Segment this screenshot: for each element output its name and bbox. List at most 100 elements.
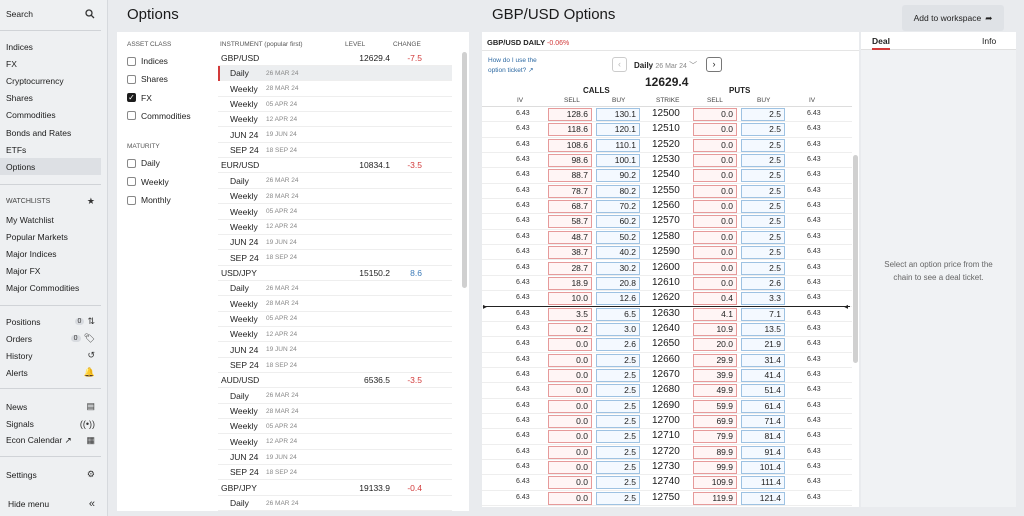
expiry-row[interactable]: JUN 24 19 JUN 24 bbox=[218, 235, 452, 251]
expiry-row[interactable]: JUN 24 19 JUN 24 bbox=[218, 343, 452, 358]
put-buy-price[interactable]: 2.5 bbox=[741, 261, 785, 275]
put-sell-price[interactable]: 0.0 bbox=[693, 108, 737, 121]
checkbox[interactable] bbox=[127, 195, 136, 205]
put-buy-price[interactable]: 2.5 bbox=[741, 184, 785, 198]
sidebar-item-orders[interactable]: Orders 0 🏷 bbox=[0, 330, 101, 347]
put-buy-price[interactable]: 21.9 bbox=[741, 338, 785, 352]
expiry-row[interactable]: SEP 24 18 SEP 24 bbox=[218, 143, 452, 159]
expiry-row[interactable]: SEP 24 18 SEP 24 bbox=[218, 358, 452, 373]
instrument-row[interactable]: AUD/USD 6536.5 -3.5 bbox=[218, 373, 452, 389]
put-buy-price[interactable]: 2.5 bbox=[741, 108, 785, 121]
call-sell-price[interactable]: 78.7 bbox=[548, 184, 592, 198]
call-buy-price[interactable]: 90.2 bbox=[596, 169, 640, 183]
call-sell-price[interactable]: 68.7 bbox=[548, 200, 592, 214]
call-buy-price[interactable]: 60.2 bbox=[596, 215, 640, 229]
search-button[interactable]: Search bbox=[0, 5, 101, 22]
sidebar-item-etfs[interactable]: ETFs bbox=[0, 141, 101, 158]
put-buy-price[interactable]: 61.4 bbox=[741, 399, 785, 413]
help-link[interactable]: How do I use the option ticket? ↗ bbox=[488, 57, 537, 74]
call-buy-price[interactable]: 2.5 bbox=[596, 353, 640, 367]
call-buy-price[interactable]: 2.5 bbox=[596, 399, 640, 413]
call-buy-price[interactable]: 2.5 bbox=[596, 461, 640, 475]
put-buy-price[interactable]: 81.4 bbox=[741, 430, 785, 444]
put-sell-price[interactable]: 0.0 bbox=[693, 169, 737, 183]
put-buy-price[interactable]: 2.5 bbox=[741, 230, 785, 244]
call-sell-price[interactable]: 0.0 bbox=[548, 338, 592, 352]
checkbox[interactable] bbox=[127, 111, 136, 121]
put-buy-price[interactable]: 31.4 bbox=[741, 353, 785, 367]
put-buy-price[interactable]: 2.5 bbox=[741, 123, 785, 137]
asset-filter-shares[interactable]: Shares bbox=[127, 74, 168, 84]
put-sell-price[interactable]: 20.0 bbox=[693, 338, 737, 352]
expiry-row[interactable]: Daily 26 MAR 24 bbox=[218, 66, 452, 82]
expiry-row[interactable]: Weekly 12 APR 24 bbox=[218, 327, 452, 343]
watchlist-item[interactable]: Major Indices bbox=[0, 245, 101, 262]
put-sell-price[interactable]: 0.0 bbox=[693, 184, 737, 198]
checkbox[interactable] bbox=[127, 56, 136, 66]
asset-filter-indices[interactable]: Indices bbox=[127, 56, 168, 66]
expiry-row[interactable]: Weekly 05 APR 24 bbox=[218, 419, 452, 435]
call-buy-price[interactable]: 50.2 bbox=[596, 230, 640, 244]
call-sell-price[interactable]: 58.7 bbox=[548, 215, 592, 229]
call-sell-price[interactable]: 3.5 bbox=[548, 307, 592, 321]
call-sell-price[interactable]: 88.7 bbox=[548, 169, 592, 183]
tab-deal[interactable]: Deal bbox=[872, 36, 890, 50]
put-buy-price[interactable]: 13.5 bbox=[741, 322, 785, 336]
watchlist-item[interactable]: Popular Markets bbox=[0, 228, 101, 245]
put-sell-price[interactable]: 0.0 bbox=[693, 230, 737, 244]
instrument-row[interactable]: EUR/USD 10834.1 -3.5 bbox=[218, 158, 452, 174]
expiry-row[interactable]: Daily 26 MAR 24 bbox=[218, 281, 452, 297]
put-sell-price[interactable]: 119.9 bbox=[693, 491, 737, 505]
sidebar-item-bonds-and-rates[interactable]: Bonds and Rates bbox=[0, 124, 101, 141]
put-sell-price[interactable]: 0.0 bbox=[693, 138, 737, 152]
call-buy-price[interactable]: 2.5 bbox=[596, 415, 640, 428]
expiry-row[interactable]: JUN 24 19 JUN 24 bbox=[218, 450, 452, 466]
call-sell-price[interactable]: 0.0 bbox=[548, 430, 592, 444]
expiry-row[interactable]: Daily 26 MAR 24 bbox=[218, 389, 452, 404]
watchlists-header[interactable]: WATCHLISTS ★ bbox=[0, 193, 101, 210]
star-icon[interactable]: ★ bbox=[86, 196, 95, 206]
maturity-filter-weekly[interactable]: Weekly bbox=[127, 177, 169, 187]
instrument-row[interactable]: GBP/JPY 19133.9 -0.4 bbox=[218, 481, 452, 496]
call-sell-price[interactable]: 0.0 bbox=[548, 368, 592, 382]
expiry-row[interactable]: Weekly 05 APR 24 bbox=[218, 312, 452, 327]
checkbox[interactable] bbox=[127, 177, 136, 187]
put-sell-price[interactable]: 0.0 bbox=[693, 261, 737, 275]
call-buy-price[interactable]: 2.5 bbox=[596, 445, 640, 459]
call-buy-price[interactable]: 2.5 bbox=[596, 491, 640, 505]
sidebar-item-history[interactable]: History ↺ bbox=[0, 347, 101, 364]
call-sell-price[interactable]: 0.0 bbox=[548, 384, 592, 398]
call-sell-price[interactable]: 118.6 bbox=[548, 123, 592, 137]
call-sell-price[interactable]: 0.0 bbox=[548, 491, 592, 505]
sidebar-item-alerts[interactable]: Alerts 🔔 bbox=[0, 364, 101, 381]
expiry-row[interactable]: Daily 26 MAR 24 bbox=[218, 174, 452, 189]
expiry-row[interactable]: Weekly 05 APR 24 bbox=[218, 205, 452, 220]
expiry-row[interactable]: Weekly 05 APR 24 bbox=[218, 97, 452, 113]
call-buy-price[interactable]: 2.6 bbox=[596, 338, 640, 352]
put-buy-price[interactable]: 3.3 bbox=[741, 292, 785, 306]
put-sell-price[interactable]: 0.0 bbox=[693, 200, 737, 214]
put-sell-price[interactable]: 4.1 bbox=[693, 307, 737, 321]
call-sell-price[interactable]: 0.0 bbox=[548, 445, 592, 459]
expiry-row[interactable]: JUN 24 19 JUN 24 bbox=[218, 128, 452, 143]
call-buy-price[interactable]: 80.2 bbox=[596, 184, 640, 198]
expiry-row[interactable]: Weekly 28 MAR 24 bbox=[218, 297, 452, 312]
put-buy-price[interactable]: 2.5 bbox=[741, 169, 785, 183]
chain-scrollbar[interactable] bbox=[853, 155, 858, 363]
sidebar-item-positions[interactable]: Positions 0 ⇅ bbox=[0, 313, 101, 330]
put-sell-price[interactable]: 79.9 bbox=[693, 430, 737, 444]
put-sell-price[interactable]: 89.9 bbox=[693, 445, 737, 459]
call-sell-price[interactable]: 0.0 bbox=[548, 461, 592, 475]
call-buy-price[interactable]: 2.5 bbox=[596, 368, 640, 382]
put-sell-price[interactable]: 59.9 bbox=[693, 399, 737, 413]
put-buy-price[interactable]: 101.4 bbox=[741, 461, 785, 475]
watchlist-item[interactable]: Major FX bbox=[0, 263, 101, 280]
put-sell-price[interactable]: 0.0 bbox=[693, 215, 737, 229]
call-buy-price[interactable]: 40.2 bbox=[596, 246, 640, 260]
watchlist-item[interactable]: Major Commodities bbox=[0, 280, 101, 297]
call-buy-price[interactable]: 30.2 bbox=[596, 261, 640, 275]
sidebar-item-options[interactable]: Options bbox=[0, 158, 101, 176]
put-sell-price[interactable]: 99.9 bbox=[693, 461, 737, 475]
period-select[interactable]: Daily 26 Mar 24 ﹀ bbox=[634, 61, 698, 70]
call-sell-price[interactable]: 0.0 bbox=[548, 399, 592, 413]
